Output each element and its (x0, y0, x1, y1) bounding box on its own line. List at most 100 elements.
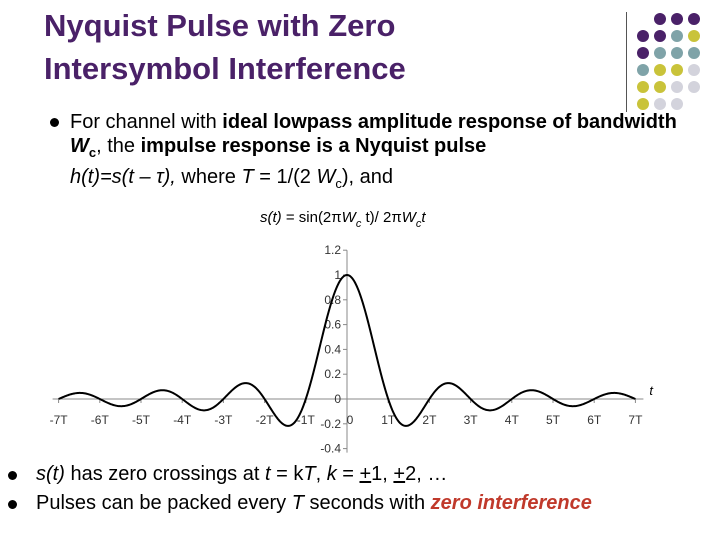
chart-x-ticks: -7T -6T -5T -4T -3T -2T -1T 0 1T 2T 3T 4T 5T 6T 7T (50, 399, 643, 427)
title-line-1: Nyquist Pulse with Zero (44, 8, 396, 43)
bullet-marker (50, 118, 59, 127)
x-tick-label: 3T (464, 413, 479, 427)
bullet-marker (8, 500, 17, 509)
x-tick-label: -4T (173, 413, 192, 427)
text-sub: c (88, 145, 97, 160)
decorative-dot (671, 47, 683, 59)
x-tick-label: 5T (546, 413, 561, 427)
title-line-2: Intersymbol Interference (44, 51, 406, 86)
x-tick-label: 2T (422, 413, 437, 427)
chart-axes (52, 250, 644, 453)
decorative-dot (654, 64, 666, 76)
chart-y-ticks: 1.210.80.60.40.20-0.2-0.4 (320, 243, 347, 456)
y-tick-label: 0.6 (324, 318, 341, 332)
decorative-dot (654, 30, 666, 42)
text-var-t: T (241, 166, 254, 188)
x-tick-label: 7T (628, 413, 643, 427)
decorative-dot (688, 30, 700, 42)
text-segment: has zero crossings at (64, 463, 265, 485)
formula-part: W (341, 209, 356, 226)
decorative-dot (637, 98, 649, 110)
text-segment: 2, … (405, 463, 448, 485)
decorative-dot (654, 98, 666, 110)
y-tick-label: 0.2 (324, 367, 341, 381)
decorative-dot (671, 64, 683, 76)
decorative-dot (637, 30, 649, 42)
y-tick-label: 1.2 (324, 243, 341, 257)
formula-part: t)/ 2 (361, 209, 392, 226)
text-segment: Pulses can be packed every (36, 492, 292, 514)
text-segment: ), and (341, 166, 394, 188)
x-tick-label: 4T (505, 413, 520, 427)
sinc-formula: s(t) = sin(2πWc t)/ 2πWct (260, 209, 426, 230)
formula-pi: π (331, 209, 342, 226)
text-var-w: W (70, 135, 89, 157)
text-var-w: W (316, 166, 336, 188)
decorative-dot (637, 47, 649, 59)
text-sub: c (335, 176, 342, 191)
bullet-channel-description: For channel with ideal lowpass amplitude… (70, 110, 710, 196)
formula-part: s(t) (260, 209, 282, 226)
text-bold: ideal lowpass amplitude response of band… (222, 111, 677, 133)
formula-sub: c (355, 218, 362, 230)
text-tau: τ (156, 166, 164, 188)
decorative-dot (671, 98, 683, 110)
formula-part: = sin(2 (281, 209, 332, 226)
y-tick-label: 1 (334, 268, 341, 282)
x-tick-label: -5T (132, 413, 151, 427)
decorative-dot (637, 64, 649, 76)
text-segment: seconds with (303, 492, 431, 514)
text-segment: 1, (371, 463, 394, 485)
decorative-dot (671, 81, 683, 93)
title-divider (626, 12, 627, 112)
x-tick-label: -6T (91, 413, 110, 427)
bullet-zero-crossings: s(t) has zero crossings at t = kT, k = +… (36, 462, 716, 486)
decorative-dot (637, 81, 649, 93)
formula-pi: π (391, 209, 402, 226)
text-italic: k (326, 463, 337, 485)
x-tick-label: -1T (297, 413, 316, 427)
formula-part: W (401, 209, 416, 226)
text-segment: For channel with (70, 111, 223, 133)
bullet-marker (8, 471, 17, 480)
text-italic: T (303, 463, 316, 485)
text-bold: impulse response is a Nyquist pulse (140, 135, 487, 157)
decorative-dot (654, 47, 666, 59)
x-tick-label: 6T (587, 413, 602, 427)
text-segment: = 1/(2 (253, 166, 317, 188)
formula-sub: c (415, 218, 422, 230)
sinc-chart: 1.210.80.60.40.20-0.2-0.4 -7T -6T -5T -4T -3… (50, 243, 654, 456)
decorative-dot (671, 30, 683, 42)
x-axis-label: t (649, 383, 654, 398)
x-tick-label: 0 (347, 413, 354, 427)
text-segment: = (336, 463, 360, 485)
y-tick-label: 0.4 (324, 342, 341, 356)
text-italic: ), (163, 166, 176, 188)
bullet-packing: Pulses can be packed every T seconds wit… (36, 491, 716, 515)
decorative-dot (671, 13, 683, 25)
text-italic: t (264, 463, 271, 485)
x-tick-label: -3T (214, 413, 233, 427)
x-tick-label: -2T (256, 413, 275, 427)
text-segment: = k (270, 463, 304, 485)
x-tick-label: -7T (50, 413, 68, 427)
decorative-dot-grid (637, 13, 720, 113)
decorative-dot (654, 81, 666, 93)
decorative-dot (688, 47, 700, 59)
y-tick-label: -0.4 (320, 442, 341, 456)
y-tick-label: 0 (334, 392, 341, 406)
sinc-curve (58, 273, 636, 427)
decorative-dot (688, 64, 700, 76)
text-segment: where (175, 166, 242, 188)
plus-minus: + (359, 463, 372, 485)
zero-interference-highlight: zero interference (430, 492, 592, 514)
text-italic: s(t) (36, 463, 65, 485)
plus-minus: + (393, 463, 406, 485)
decorative-dot (688, 13, 700, 25)
x-tick-label: 1T (381, 413, 396, 427)
slide-title: Nyquist Pulse with Zero Intersymbol Inte… (44, 4, 604, 90)
text-italic: h(t)=s(t – (70, 166, 157, 188)
decorative-dot (688, 81, 700, 93)
text-segment: , (315, 463, 327, 485)
y-tick-label: -0.2 (320, 417, 341, 431)
